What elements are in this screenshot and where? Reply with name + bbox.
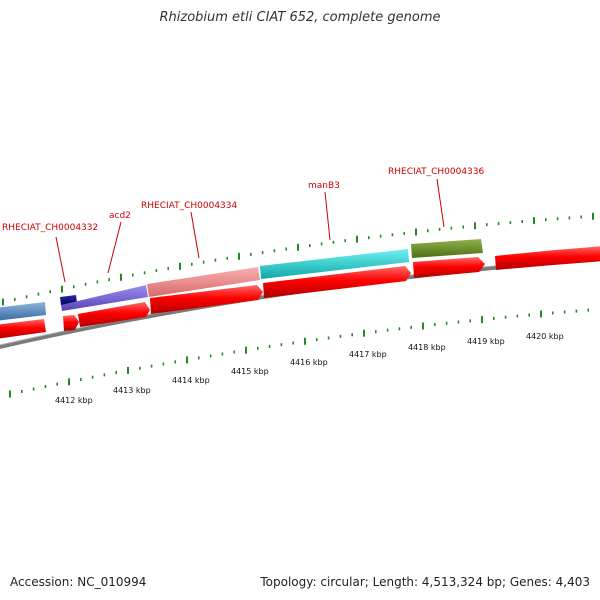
cds-arrow [0,319,46,339]
kbp-tick-label: 4417 kbp [349,350,387,359]
cds-arrow [263,266,411,298]
map-title: Rhizobium etli CIAT 652, complete genome [159,10,441,25]
gene-label-leader [190,211,200,259]
cds-arrow [495,246,600,270]
kbp-tick-label: 4419 kbp [467,337,505,346]
gene-label-leader [107,221,122,274]
gene-label: manB3 [308,181,340,191]
feature-salmon [147,267,260,297]
gene-label-leader [324,191,331,241]
gene-label-leader [436,178,445,228]
kbp-tick-label: 4416 kbp [290,358,328,367]
accession-text: Accession: NC_010994 [10,575,147,589]
cds-arrow [63,315,79,331]
feature-cyan [260,249,409,279]
lower-tick-row [9,308,590,398]
gene-label: RHECIAT_CH0004334 [141,201,238,211]
feature-steelblue [0,302,46,321]
genome-stats-text: Topology: circular; Length: 4,513,324 bp… [260,575,590,589]
feature-olive [411,239,483,258]
cds-arrow [150,285,263,314]
feature-slateblue [61,285,148,311]
cds-arrow [413,257,485,278]
kbp-tick-label: 4418 kbp [408,343,446,352]
gene-label: RHECIAT_CH0004336 [388,167,485,177]
kbp-tick-label: 4412 kbp [55,396,93,405]
gene-label-leader [55,236,66,283]
gene-label: acd2 [109,211,131,221]
kbp-tick-label: 4414 kbp [172,376,210,385]
kbp-tick-label: 4415 kbp [231,367,269,376]
kbp-tick-label: 4420 kbp [526,332,564,341]
kbp-tick-label: 4413 kbp [113,386,151,395]
upper-tick-row [2,212,594,306]
cds-arrow [78,302,150,327]
gene-label: RHECIAT_CH0004332 [2,223,98,233]
